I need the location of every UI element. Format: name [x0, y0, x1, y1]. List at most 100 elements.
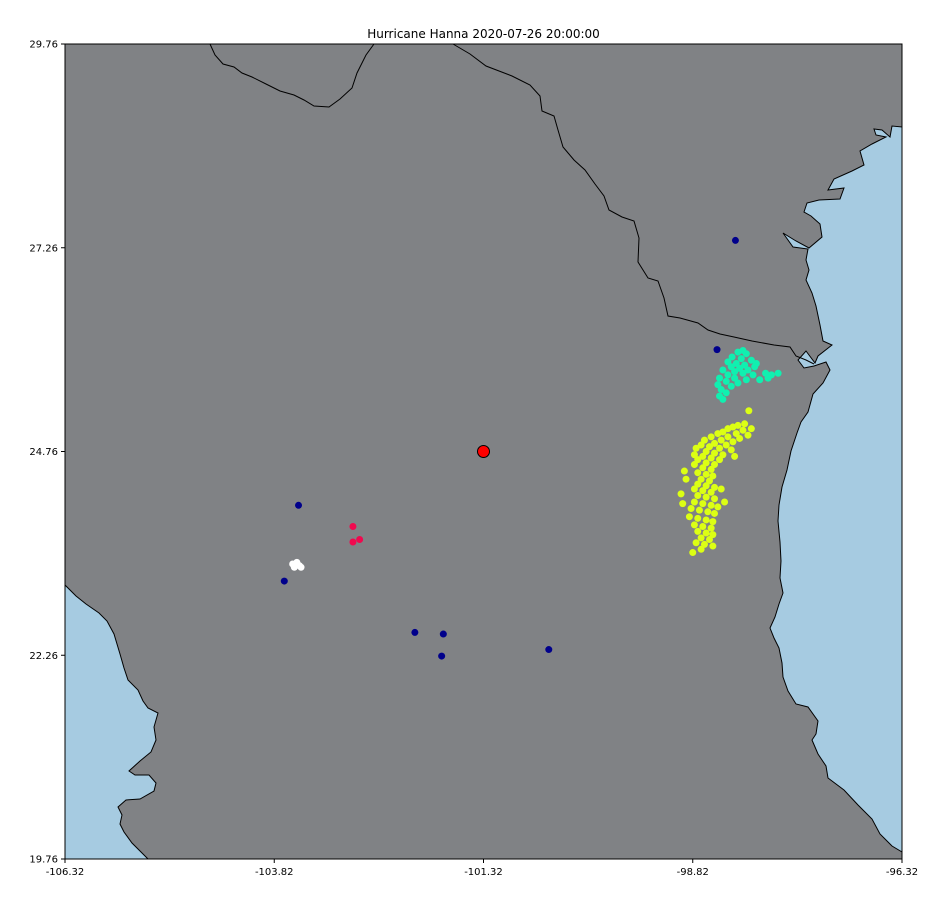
data-point — [731, 236, 739, 244]
cluster-chartreuse — [677, 407, 755, 557]
data-point — [731, 374, 739, 382]
y-tick: 22.26 — [29, 651, 65, 662]
data-point — [699, 464, 707, 472]
data-point — [724, 425, 732, 433]
y-tick-label: 24.76 — [29, 447, 58, 458]
data-point — [709, 472, 717, 480]
data-point — [717, 386, 725, 394]
data-point — [700, 436, 708, 444]
cluster-crimson — [349, 522, 364, 546]
data-point — [724, 433, 732, 441]
data-point — [741, 420, 749, 428]
data-point — [719, 366, 727, 374]
data-point — [694, 480, 702, 488]
data-point — [297, 563, 305, 571]
data-point — [714, 381, 722, 389]
data-point — [694, 527, 702, 535]
data-point — [727, 363, 735, 371]
data-point — [747, 425, 755, 433]
y-tick: 24.76 — [29, 447, 65, 458]
data-point — [739, 426, 747, 434]
data-point — [711, 439, 719, 447]
x-tick: -101.32 — [464, 859, 503, 878]
data-point — [711, 461, 719, 469]
data-point — [724, 358, 732, 366]
data-point — [697, 534, 705, 542]
data-point — [685, 513, 693, 521]
data-point — [692, 444, 700, 452]
data-point — [699, 522, 707, 530]
data-point — [722, 377, 730, 385]
y-tick: 19.76 — [29, 855, 65, 866]
data-point — [692, 539, 700, 547]
data-point — [716, 374, 724, 382]
map-title: Hurricane Hanna 2020-07-26 20:00:00 — [367, 27, 600, 41]
data-point — [697, 475, 705, 483]
data-point — [290, 563, 298, 571]
data-point — [747, 356, 755, 364]
data-point — [749, 371, 757, 379]
data-point — [732, 359, 740, 367]
map-axes: -106.32 -103.82 -101.32 -98.82 -96.32 29.76 27… — [29, 40, 918, 879]
data-point — [742, 376, 750, 384]
data-point — [695, 506, 703, 514]
data-point — [438, 652, 446, 660]
data-point — [439, 630, 447, 638]
data-point — [699, 500, 707, 508]
data-point — [731, 452, 739, 460]
data-point — [717, 485, 725, 493]
data-point — [724, 371, 732, 379]
y-tick: 27.26 — [29, 243, 65, 254]
data-point — [704, 508, 712, 516]
data-point — [714, 503, 722, 511]
data-point — [711, 495, 719, 503]
data-point — [711, 483, 719, 491]
data-point — [741, 361, 749, 369]
data-point — [722, 389, 730, 397]
y-tick-label: 27.26 — [29, 243, 58, 254]
data-point — [697, 441, 705, 449]
data-point — [690, 498, 698, 506]
data-point — [677, 490, 685, 498]
data-point — [742, 350, 750, 358]
data-point — [707, 501, 715, 509]
data-point — [717, 436, 725, 444]
data-point — [690, 521, 698, 529]
data-point — [728, 353, 736, 361]
x-tick-label: -103.82 — [255, 867, 294, 878]
data-point — [356, 536, 364, 544]
data-point — [694, 469, 702, 477]
data-point — [687, 505, 695, 513]
x-tick-label: -96.32 — [886, 867, 918, 878]
data-point — [702, 529, 710, 537]
x-tick-label: -106.32 — [46, 867, 85, 878]
data-point — [707, 488, 715, 496]
data-point — [702, 470, 710, 478]
data-point — [711, 449, 719, 457]
data-point — [727, 382, 735, 390]
x-tick: -98.82 — [677, 859, 709, 878]
data-point — [756, 376, 764, 384]
hurricane-center-marker — [477, 445, 490, 458]
data-point — [349, 522, 357, 530]
data-point — [707, 433, 715, 441]
data-point — [721, 498, 729, 506]
data-point — [764, 374, 772, 382]
y-tick-label: 19.76 — [29, 855, 58, 866]
data-point — [714, 430, 722, 438]
data-point — [694, 492, 702, 500]
data-point — [734, 379, 742, 387]
data-point — [682, 475, 690, 483]
cluster-white — [289, 558, 305, 571]
data-point — [737, 355, 745, 363]
data-point — [699, 487, 707, 495]
data-point — [744, 366, 752, 374]
y-tick-label: 22.26 — [29, 651, 58, 662]
x-tick: -106.32 — [46, 859, 85, 878]
data-point — [411, 628, 419, 636]
data-point — [709, 518, 717, 526]
data-point — [739, 369, 747, 377]
data-point — [752, 359, 760, 367]
data-point — [719, 395, 727, 403]
cluster-aquamarine — [714, 346, 782, 403]
